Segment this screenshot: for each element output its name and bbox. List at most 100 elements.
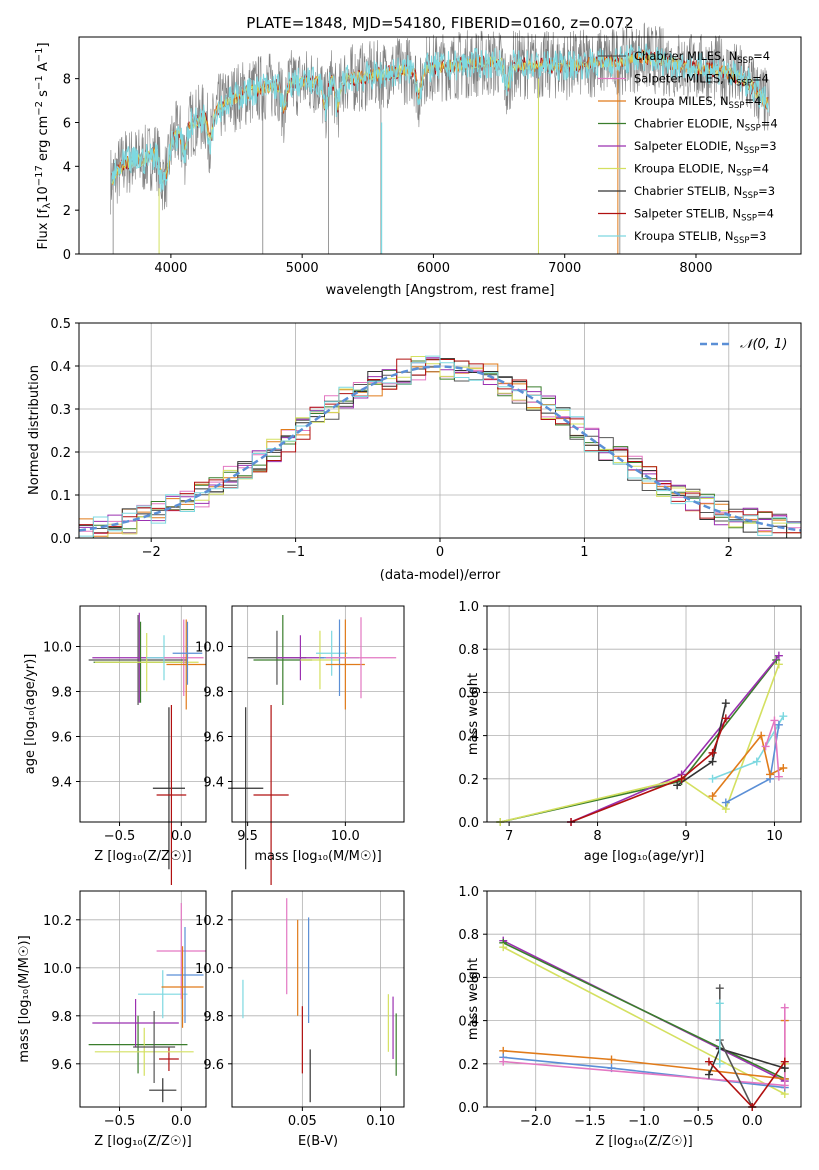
- error-point: [156, 705, 187, 885]
- mass_vs_z-xlabel: Z [log₁₀(Z/Z☉)]: [94, 1134, 191, 1149]
- x-tick-label: 2: [725, 545, 733, 560]
- y-tick-label: 9.8: [203, 686, 224, 701]
- weight-marker: [774, 772, 783, 781]
- spectrum-ylabel-part: s: [36, 90, 51, 101]
- x-tick-label: 4000: [154, 261, 187, 276]
- spectrum-ylabel-part: ]: [36, 42, 51, 47]
- y-tick-label: 0.2: [458, 773, 479, 788]
- weight-marker: [766, 770, 775, 779]
- weight-marker: [708, 774, 717, 783]
- age_vs_z-xlabel: Z [log₁₀(Z/Z☉)]: [94, 849, 191, 864]
- weight-marker: [715, 1059, 724, 1068]
- weight-marker: [721, 714, 730, 723]
- error-point: [325, 617, 397, 699]
- weight_vs_age-xlabel: age [log₁₀(age/yr)]: [584, 849, 705, 864]
- y-tick-label: 0.2: [50, 446, 71, 461]
- weight-marker: [780, 1003, 789, 1012]
- age_vs_z-panel: −0.5 0.0 9.4 9.6 9.8 10.0 Z [log₁₀(Z/Z☉)] age […: [23, 605, 207, 885]
- weight-line: [570, 718, 727, 823]
- y-tick-label: 0.5: [50, 317, 71, 332]
- legend-label: Kroupa MILES, NSSP=4: [634, 94, 761, 111]
- x-tick-label: 5000: [286, 261, 319, 276]
- normal-curve: [78, 365, 802, 532]
- y-tick-label: 0.8: [458, 928, 479, 943]
- legend-label: Salpeter MILES, NSSP=4: [634, 72, 769, 89]
- legend-label-sub: SSP: [737, 56, 753, 66]
- histogram-series: [79, 355, 801, 537]
- error-point: [92, 999, 179, 1047]
- y-tick-label: 9.8: [203, 1010, 224, 1025]
- y-tick-label: 6: [63, 116, 71, 131]
- residuals-series: [78, 355, 802, 539]
- spectrum-ylabel-part: −1: [34, 48, 45, 63]
- y-tick-label: 9.8: [51, 686, 72, 701]
- legend-label: Chabrier ELODIE, NSSP=4: [634, 117, 778, 134]
- legend-label-tail: =3: [749, 229, 766, 243]
- weight-marker: [499, 1057, 508, 1066]
- x-tick-label: 0.0: [742, 1114, 763, 1129]
- x-tick-label: 1: [580, 545, 588, 560]
- weight_vs_z-xlabel: Z [log₁₀(Z/Z☉)]: [595, 1134, 692, 1149]
- mass_vs_z-ylabel: mass [log₁₀(M/M☉)]: [17, 935, 32, 1062]
- weight-marker: [499, 943, 508, 952]
- weight-marker: [774, 660, 783, 669]
- error-point: [88, 615, 188, 705]
- weight_vs_age-panel: 7 8 9 10 0.0 0.2 0.4 0.6 0.8 1.0 age [log₁₀(age/yr…: [458, 600, 802, 864]
- y-tick-label: 9.4: [203, 776, 224, 791]
- weight-marker: [715, 999, 724, 1008]
- legend-label-sub: SSP: [736, 79, 752, 89]
- y-tick-label: 0.0: [50, 532, 71, 547]
- error-point: [228, 707, 264, 870]
- weight-line: [500, 664, 780, 823]
- legend-label: Salpeter ELODIE, NSSP=3: [634, 139, 777, 156]
- x-tick-label: 0.10: [366, 1114, 395, 1129]
- y-tick-label: 9.6: [51, 1058, 72, 1073]
- y-tick-label: 9.4: [51, 776, 72, 791]
- x-tick-label: 8000: [679, 261, 712, 276]
- age_vs_mass-frame: [231, 605, 405, 823]
- y-tick-label: 0.4: [458, 1015, 479, 1030]
- legend-label-text: Salpeter STELIB, N: [634, 207, 741, 221]
- x-tick-label: −0.5: [682, 1114, 714, 1129]
- spectrum-ylabel-part: −1: [34, 75, 45, 90]
- x-tick-label: 0.05: [288, 1114, 317, 1129]
- y-tick-label: 10.0: [43, 641, 72, 656]
- error-point: [316, 630, 348, 676]
- y-tick-label: 2: [63, 204, 71, 219]
- weight-marker: [708, 748, 717, 757]
- spectrum-series: [110, 22, 770, 254]
- weight-marker: [708, 757, 717, 766]
- y-tick-label: 9.6: [203, 731, 224, 746]
- spectrum-ylabel-part: −2: [34, 101, 45, 116]
- legend-label: Kroupa STELIB, NSSP=3: [634, 229, 766, 246]
- age_vs_mass-panel: 9.5 10.0 9.4 9.6 9.8 10.0 mass [log₁₀(M/M☉)]: [195, 605, 405, 885]
- y-tick-label: 0.3: [50, 403, 71, 418]
- legend-label-text: Salpeter ELODIE, N: [634, 139, 744, 153]
- weight-line: [676, 703, 727, 786]
- y-tick-label: 0.0: [458, 816, 479, 831]
- weight-marker: [704, 1057, 713, 1066]
- legend-label: Chabrier STELIB, NSSP=3: [634, 184, 775, 201]
- residuals-ylabel: Normed distribution: [27, 365, 42, 495]
- legend-label-tail: =4: [753, 49, 770, 63]
- y-tick-label: 0: [63, 248, 71, 263]
- y-tick-label: 0.1: [50, 489, 71, 504]
- spectrum-xlabel: wavelength [Angstrom, rest frame]: [326, 283, 555, 298]
- legend-label-sub: SSP: [744, 146, 760, 156]
- spectrum-line: [110, 22, 770, 215]
- y-tick-label: 9.6: [51, 731, 72, 746]
- y-tick-label: 10.2: [43, 914, 72, 929]
- error-point: [94, 633, 199, 692]
- weight-marker: [721, 798, 730, 807]
- residuals-xlabel: (data-model)/error: [380, 568, 501, 583]
- weight-marker: [704, 1070, 713, 1079]
- y-tick-label: 10.0: [195, 962, 224, 977]
- weight_vs_z-ylabel: mass weight: [466, 958, 481, 1040]
- weight-marker: [607, 1055, 616, 1064]
- x-tick-label: 6000: [417, 261, 450, 276]
- spectrum-ylabel-part: 10: [36, 186, 51, 203]
- weight_vs_z-panel: −2.0 −1.5 −1.0 −0.5 0.0 0.0 0.2 0.4 0.6 0.8 1.0 Z […: [458, 885, 802, 1149]
- x-tick-label: 10.0: [331, 829, 360, 844]
- x-tick-label: 0.0: [171, 829, 192, 844]
